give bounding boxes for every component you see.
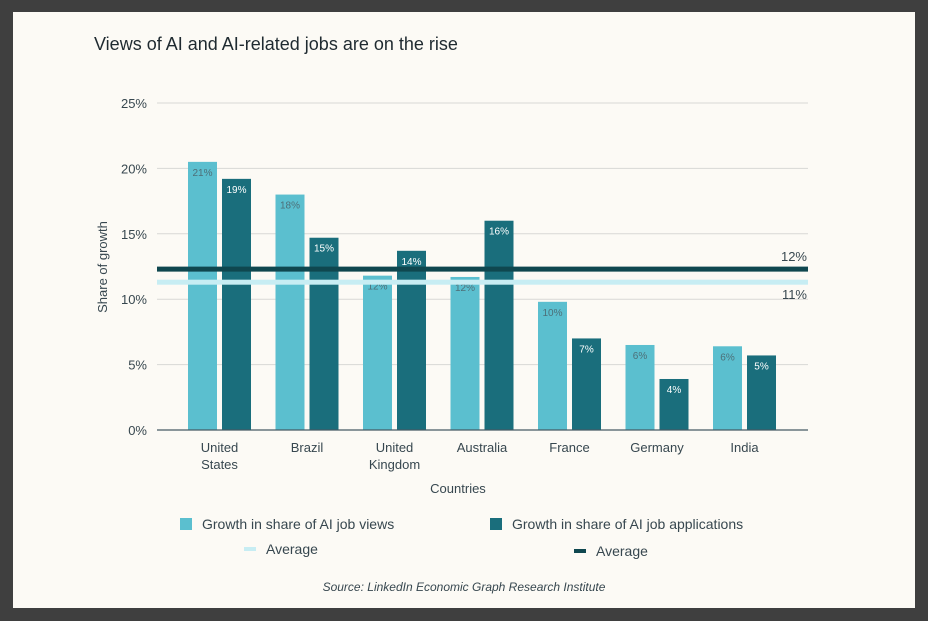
- legend-item-views: Growth in share of AI job views: [180, 516, 394, 532]
- legend-label-average-applications: Average: [596, 543, 648, 559]
- bar-value-label: 5%: [754, 361, 769, 372]
- x-tick-label: Kingdom: [369, 457, 420, 472]
- bar-value-label: 12%: [455, 283, 475, 294]
- bar-value-label: 6%: [720, 352, 735, 363]
- bar-views: [538, 301, 567, 430]
- bar-chart: Views of AI and AI-related jobs are on t…: [94, 34, 808, 496]
- average-line-applications: [157, 266, 808, 272]
- bar-applications: [747, 355, 776, 430]
- bar-value-label: 16%: [489, 227, 509, 238]
- chart-panel: Views of AI and AI-related jobs are on t…: [13, 12, 915, 608]
- bar-applications: [484, 220, 514, 430]
- legend-item-average-applications: Average: [574, 543, 648, 559]
- bar-applications: [222, 178, 251, 430]
- bar-views: [450, 276, 480, 430]
- bar-value-label: 10%: [542, 308, 562, 319]
- y-tick-label: 10%: [121, 292, 147, 307]
- bar-views: [625, 344, 655, 430]
- x-tick-label: States: [201, 457, 238, 472]
- bar-value-label: 21%: [192, 168, 212, 179]
- y-tick-label: 5%: [128, 358, 147, 373]
- average-line-views: [157, 279, 808, 285]
- y-tick-label: 20%: [121, 161, 147, 176]
- bar-applications: [659, 378, 689, 430]
- y-tick-label: 15%: [121, 227, 147, 242]
- bar-value-label: 7%: [579, 344, 594, 355]
- bar-views: [275, 194, 305, 430]
- bar-value-label: 6%: [633, 351, 648, 362]
- legend-item-average-views: Average: [244, 541, 318, 557]
- legend-label-average-views: Average: [266, 541, 318, 557]
- legend-swatch-average-views: [244, 547, 256, 551]
- legend-label-views: Growth in share of AI job views: [202, 516, 395, 532]
- average-label-applications: 12%: [781, 249, 807, 264]
- legend-swatch-average-applications: [574, 549, 586, 553]
- y-axis-label: Share of growth: [95, 221, 110, 313]
- x-tick-label: Australia: [457, 440, 508, 455]
- x-tick-label: Germany: [630, 440, 684, 455]
- y-tick-label: 25%: [121, 96, 147, 111]
- bar-value-label: 12%: [367, 282, 387, 293]
- legend-item-applications: Growth in share of AI job applications: [490, 516, 743, 532]
- bar-value-label: 15%: [314, 244, 334, 255]
- legend-swatch-views: [180, 518, 192, 530]
- x-tick-label: United: [376, 440, 414, 455]
- legend-swatch-applications: [490, 518, 502, 530]
- y-tick-label: 0%: [128, 423, 147, 438]
- bar-views: [363, 275, 392, 430]
- bar-value-label: 4%: [667, 385, 682, 396]
- bar-applications: [397, 250, 426, 430]
- bar-views: [713, 346, 742, 430]
- x-tick-label: United: [201, 440, 239, 455]
- source-note: Source: LinkedIn Economic Graph Research…: [322, 580, 606, 594]
- x-axis-label: Countries: [430, 481, 486, 496]
- x-tick-label: Brazil: [291, 440, 324, 455]
- bar-value-label: 14%: [401, 257, 421, 268]
- average-label-views: 11%: [782, 287, 807, 302]
- x-tick-label: India: [730, 440, 759, 455]
- legend-label-applications: Growth in share of AI job applications: [512, 516, 744, 532]
- bar-views: [188, 161, 217, 431]
- bar-value-label: 19%: [226, 185, 246, 196]
- x-tick-label: France: [549, 440, 589, 455]
- bar-applications: [572, 338, 601, 430]
- bar-applications: [309, 237, 339, 430]
- chart-title: Views of AI and AI-related jobs are on t…: [94, 34, 458, 54]
- bar-value-label: 18%: [280, 201, 300, 212]
